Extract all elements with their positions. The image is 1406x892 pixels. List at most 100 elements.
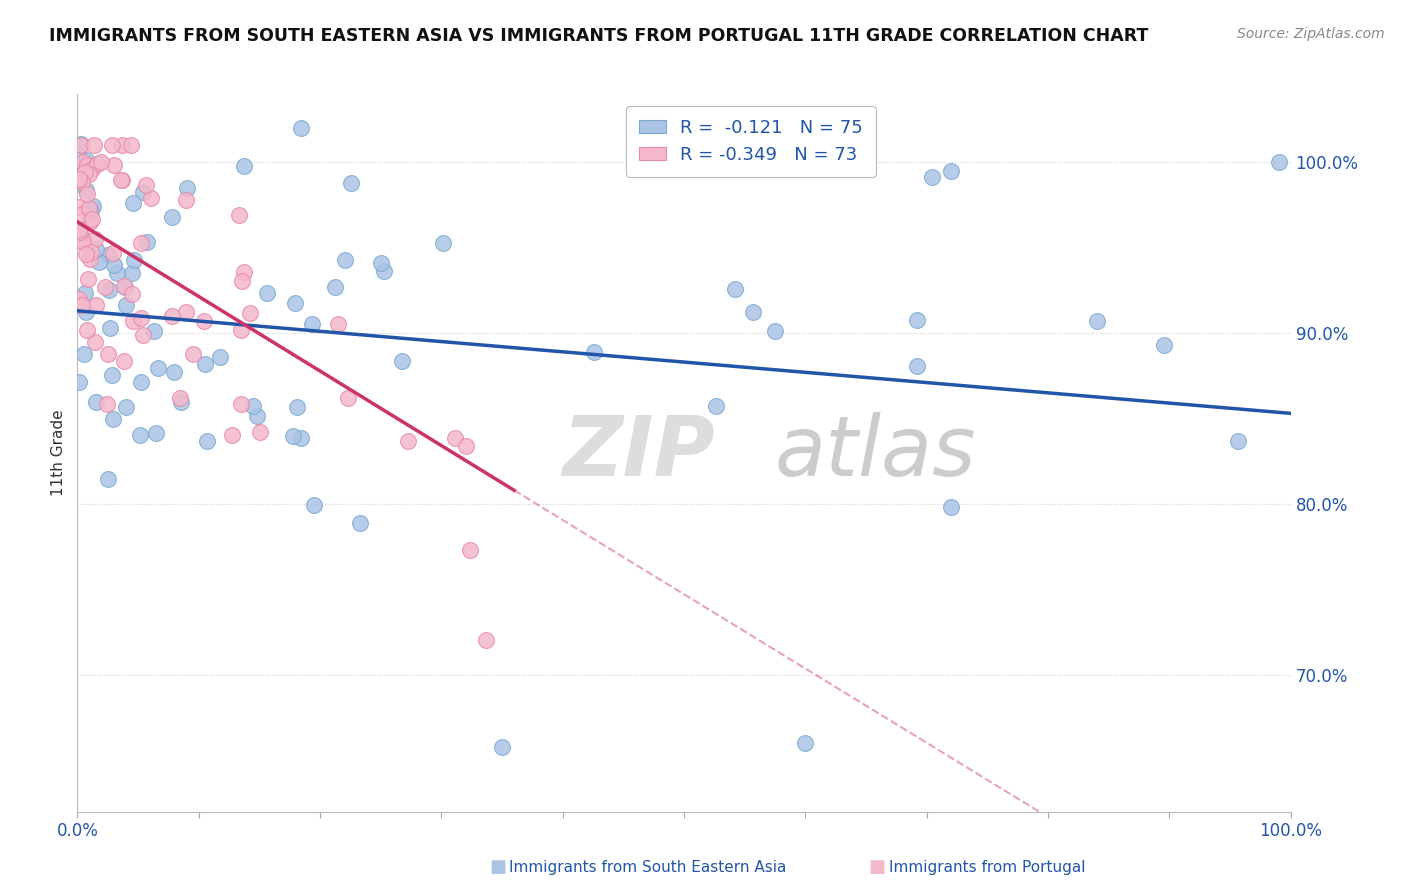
Point bbox=[90, 155, 112, 169]
Point bbox=[89, 255, 111, 269]
Point bbox=[80, 244, 103, 259]
Point bbox=[333, 253, 356, 268]
Point bbox=[72, 347, 94, 361]
Point bbox=[136, 235, 159, 249]
Point bbox=[84, 395, 107, 409]
Point bbox=[97, 472, 120, 486]
Point bbox=[83, 232, 105, 246]
Point bbox=[129, 235, 152, 250]
Point bbox=[229, 323, 252, 337]
Point bbox=[741, 305, 763, 319]
Point bbox=[905, 312, 928, 326]
Point bbox=[1267, 155, 1289, 169]
Point bbox=[1227, 434, 1250, 449]
Point bbox=[72, 155, 94, 169]
Point bbox=[391, 353, 413, 368]
Point bbox=[396, 434, 419, 448]
Point bbox=[70, 137, 93, 152]
Point bbox=[100, 320, 122, 334]
Point bbox=[75, 153, 97, 167]
Point bbox=[231, 397, 253, 411]
Point bbox=[132, 186, 155, 200]
Point bbox=[232, 265, 254, 279]
Point bbox=[76, 323, 98, 337]
Point bbox=[79, 213, 101, 227]
Point bbox=[103, 258, 125, 272]
Point bbox=[221, 428, 243, 442]
Point bbox=[82, 199, 104, 213]
Point bbox=[370, 256, 392, 270]
Point bbox=[142, 324, 165, 338]
Point bbox=[111, 138, 134, 153]
Point bbox=[432, 235, 454, 250]
Point bbox=[232, 159, 254, 173]
Point bbox=[246, 409, 269, 424]
Point bbox=[105, 266, 128, 280]
Point bbox=[724, 282, 747, 296]
Point bbox=[763, 324, 786, 338]
Point bbox=[129, 375, 152, 389]
Point bbox=[301, 317, 323, 331]
Point bbox=[169, 391, 191, 405]
Point bbox=[111, 172, 134, 186]
Point bbox=[75, 305, 97, 319]
Point bbox=[340, 176, 363, 190]
Point bbox=[128, 428, 150, 442]
Point bbox=[454, 439, 477, 453]
Point bbox=[162, 309, 184, 323]
Point bbox=[115, 298, 138, 312]
Text: ■: ■ bbox=[489, 858, 506, 876]
Point bbox=[284, 296, 307, 310]
Point bbox=[794, 736, 817, 750]
Point bbox=[77, 167, 100, 181]
Point bbox=[83, 138, 105, 153]
Point bbox=[70, 207, 93, 221]
Point bbox=[458, 542, 481, 557]
Point bbox=[76, 159, 98, 173]
Point bbox=[69, 225, 91, 239]
Point bbox=[256, 286, 278, 301]
Point bbox=[96, 397, 118, 411]
Point bbox=[231, 274, 253, 288]
Point bbox=[129, 310, 152, 325]
Point bbox=[444, 431, 467, 445]
Point bbox=[939, 163, 962, 178]
Point bbox=[337, 391, 360, 405]
Point bbox=[170, 395, 193, 409]
Point bbox=[97, 283, 120, 297]
Point bbox=[73, 165, 96, 179]
Point bbox=[302, 498, 325, 512]
Point bbox=[242, 399, 264, 413]
Point bbox=[328, 318, 350, 332]
Point bbox=[79, 252, 101, 266]
Point bbox=[1153, 338, 1175, 352]
Point bbox=[103, 158, 125, 172]
Point bbox=[193, 313, 215, 327]
Point bbox=[131, 327, 153, 342]
Point bbox=[72, 232, 94, 246]
Point bbox=[209, 350, 232, 364]
Point bbox=[121, 287, 143, 301]
Point bbox=[162, 210, 184, 224]
Point bbox=[67, 292, 90, 306]
Point bbox=[704, 399, 727, 413]
Point bbox=[121, 138, 143, 153]
Point bbox=[77, 272, 100, 286]
Point bbox=[80, 161, 103, 176]
Text: Source: ZipAtlas.com: Source: ZipAtlas.com bbox=[1237, 27, 1385, 41]
Text: Immigrants from South Eastern Asia: Immigrants from South Eastern Asia bbox=[509, 860, 786, 874]
Legend: R =  -0.121   N = 75, R = -0.349   N = 73: R = -0.121 N = 75, R = -0.349 N = 73 bbox=[626, 106, 876, 177]
Point bbox=[103, 246, 125, 260]
Point bbox=[67, 148, 90, 162]
Point bbox=[67, 223, 90, 237]
Point bbox=[122, 314, 145, 328]
Point bbox=[67, 200, 90, 214]
Point bbox=[583, 344, 606, 359]
Point bbox=[491, 739, 513, 754]
Point bbox=[239, 305, 262, 319]
Point bbox=[75, 246, 97, 260]
Point bbox=[174, 305, 197, 319]
Point bbox=[121, 196, 143, 211]
Point bbox=[76, 187, 98, 202]
Point bbox=[100, 368, 122, 382]
